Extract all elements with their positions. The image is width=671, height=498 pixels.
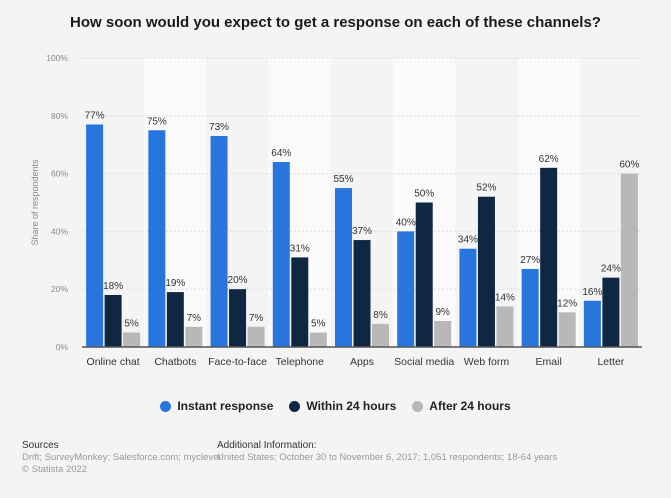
- data-label: 18%: [103, 281, 123, 292]
- data-label: 19%: [165, 278, 185, 289]
- sources-text: Drift; SurveyMonkey; Salesforce.com; myc…: [22, 452, 222, 463]
- data-label: 9%: [435, 307, 450, 318]
- additional-info-heading: Additional Information:: [217, 440, 317, 451]
- bar: [309, 332, 327, 347]
- bar: [540, 167, 558, 347]
- bar: [291, 257, 309, 347]
- bar: [459, 248, 477, 347]
- x-tick-label: Online chat: [87, 356, 140, 368]
- bar: [335, 188, 352, 347]
- data-label: 62%: [539, 154, 559, 165]
- y-tick-label: 20%: [51, 284, 68, 294]
- data-label: 7%: [249, 313, 264, 324]
- x-tick-label: Telephone: [276, 356, 325, 368]
- legend-label: Within 24 hours: [306, 399, 397, 413]
- legend-item-after-24h[interactable]: After 24 hours: [412, 399, 511, 413]
- data-label: 75%: [147, 116, 167, 127]
- bar: [620, 173, 638, 347]
- data-label: 77%: [85, 110, 105, 121]
- sources-heading: Sources: [22, 440, 59, 451]
- data-label: 55%: [333, 174, 353, 185]
- bar: [86, 124, 104, 347]
- data-label: 12%: [557, 298, 577, 309]
- data-label: 34%: [458, 235, 478, 246]
- bar: [521, 268, 539, 347]
- data-label: 24%: [601, 264, 621, 275]
- data-label: 73%: [209, 122, 229, 133]
- bar: [602, 277, 620, 347]
- bar: [496, 306, 514, 347]
- data-label: 14%: [495, 293, 515, 304]
- bar: [583, 300, 601, 347]
- bar: [166, 292, 184, 347]
- bar: [104, 294, 122, 347]
- legend-label: After 24 hours: [429, 399, 511, 413]
- data-label: 50%: [414, 189, 434, 200]
- data-label: 31%: [290, 243, 310, 254]
- bar: [148, 130, 166, 347]
- bar: [558, 312, 576, 347]
- data-label: 40%: [396, 217, 416, 228]
- data-label: 8%: [373, 310, 388, 321]
- data-label: 27%: [520, 255, 540, 266]
- legend-item-instant[interactable]: Instant response: [160, 399, 273, 413]
- bar: [272, 162, 290, 347]
- bar: [229, 289, 247, 347]
- y-tick-label: 0%: [56, 342, 69, 352]
- data-label: 20%: [228, 275, 248, 286]
- legend-item-24h[interactable]: Within 24 hours: [289, 399, 396, 413]
- bar: [415, 202, 433, 347]
- x-tick-label: Letter: [597, 356, 624, 368]
- bar-chart: 0% 20% 40% 60% 80% 100% Share of respondents 77…: [30, 53, 642, 368]
- bar: [397, 231, 415, 347]
- legend-swatch: [412, 400, 424, 412]
- legend-swatch: [160, 400, 172, 412]
- sources-block: Sources Drift; SurveyMonkey; Salesforce.…: [22, 440, 222, 476]
- bar: [353, 240, 371, 347]
- data-label: 16%: [582, 287, 602, 298]
- bar: [434, 320, 452, 347]
- x-tick-label: Chatbots: [154, 356, 196, 368]
- additional-info-block: Additional Information: United States; O…: [217, 440, 557, 464]
- bar: [372, 323, 389, 347]
- legend: Instant response Within 24 hours After 2…: [0, 399, 671, 413]
- bar: [123, 332, 141, 347]
- legend-swatch: [289, 400, 301, 412]
- data-label: 60%: [619, 160, 639, 171]
- data-label: 37%: [352, 226, 372, 237]
- bar: [247, 326, 265, 347]
- chart-title: How soon would you expect to get a respo…: [70, 14, 601, 31]
- y-tick-label: 100%: [46, 53, 68, 63]
- x-tick-label: Face-to-face: [208, 356, 267, 368]
- y-axis-label: Share of respondents: [30, 159, 40, 246]
- data-label: 7%: [187, 313, 202, 324]
- x-tick-label: Social media: [394, 356, 454, 368]
- bar: [185, 326, 203, 347]
- data-label: 5%: [124, 319, 139, 330]
- copyright: © Statista 2022: [22, 464, 88, 475]
- bar: [210, 136, 228, 347]
- x-tick-label: Web form: [464, 356, 510, 368]
- y-tick-label: 40%: [51, 226, 68, 236]
- y-tick-label: 80%: [51, 111, 68, 121]
- bar: [477, 196, 495, 347]
- x-tick-label: Email: [536, 356, 562, 368]
- data-label: 64%: [271, 148, 291, 159]
- data-label: 5%: [311, 319, 326, 330]
- y-tick-label: 60%: [51, 169, 68, 179]
- additional-info-text: United States; October 30 to November 6,…: [217, 452, 558, 463]
- data-label: 52%: [476, 183, 496, 194]
- legend-label: Instant response: [177, 399, 274, 413]
- x-tick-label: Apps: [350, 356, 374, 368]
